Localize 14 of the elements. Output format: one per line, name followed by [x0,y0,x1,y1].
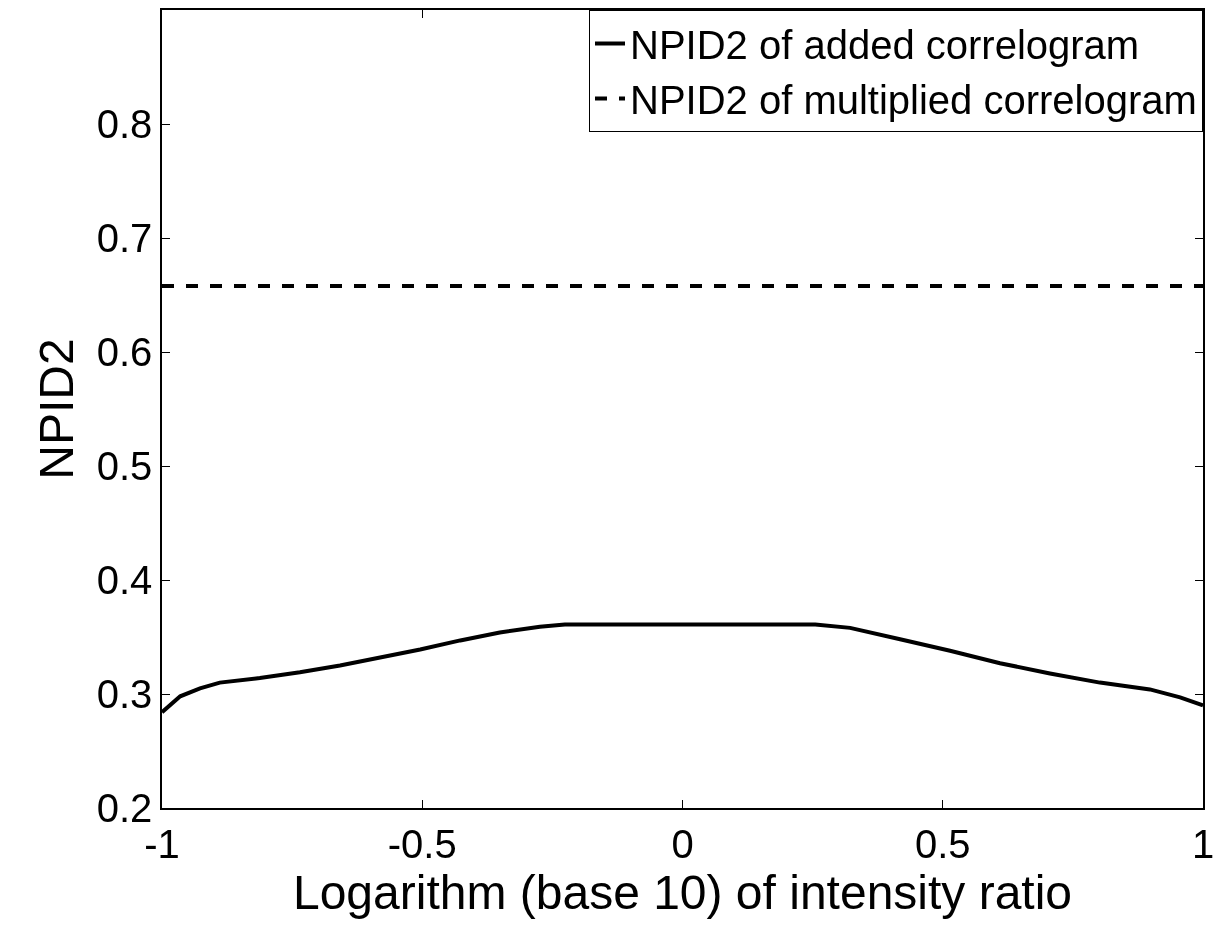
x-tick-label: -0.5 [387,821,457,866]
x-tick-label: 0 [671,821,694,866]
y-tick-label: 0.4 [96,558,153,602]
legend-label: NPID2 of multiplied correlogram [630,78,1197,123]
x-axis-title: Logarithm (base 10) of intensity ratio [292,865,1073,919]
y-tick-label: 0.6 [96,330,153,374]
y-tick-label: 0.5 [96,444,153,488]
y-tick-label: 0.7 [96,216,153,260]
legend-label: NPID2 of added correlogram [630,23,1140,68]
x-tick-label: 0.5 [914,821,971,866]
y-tick-label: 0.3 [96,672,153,716]
y-axis-title: NPID2 [29,338,83,480]
y-tick-label: 0.8 [96,102,153,146]
x-tick-label: 1 [1191,821,1215,866]
